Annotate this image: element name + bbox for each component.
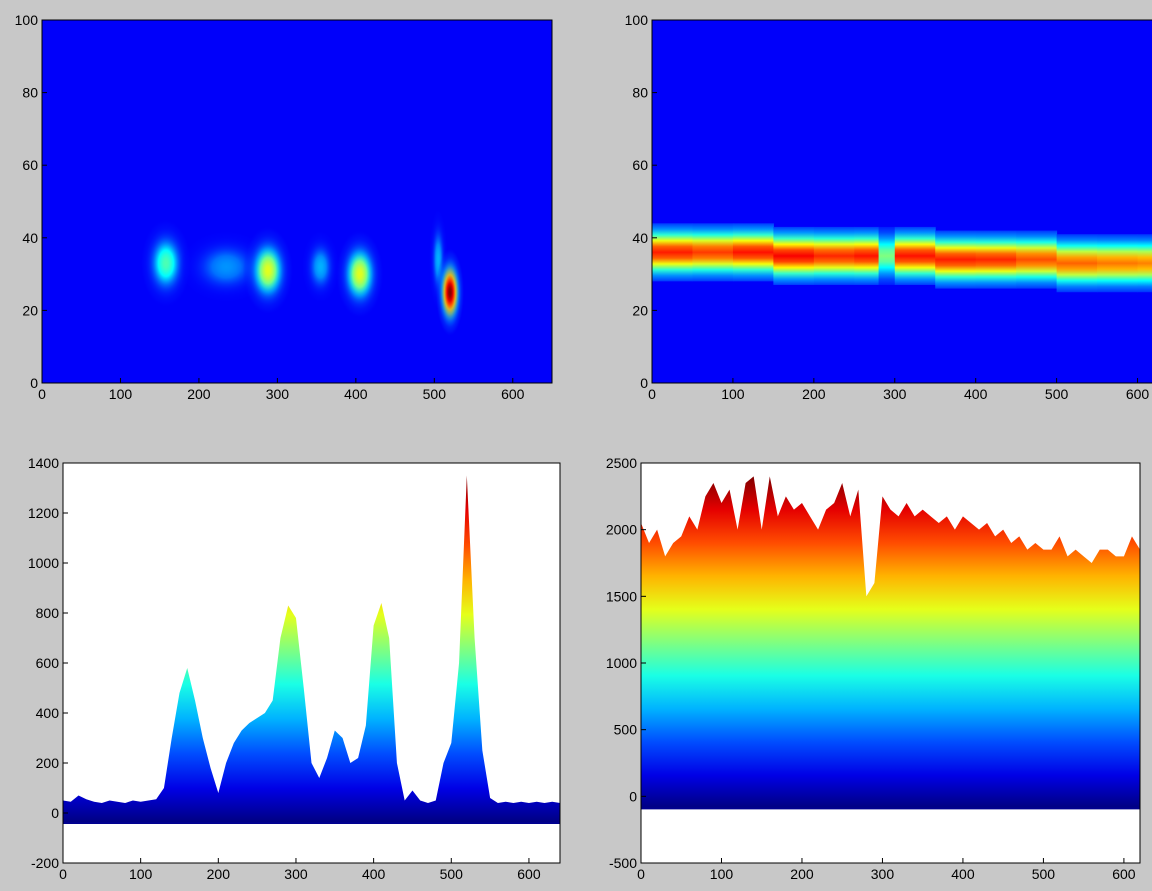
- x-tick-label: 400: [362, 866, 386, 882]
- y-tick-label: 0: [640, 375, 648, 391]
- y-tick-label: 60: [632, 157, 648, 173]
- y-tick-label: 400: [36, 705, 60, 721]
- plot-area: [42, 20, 552, 383]
- y-tick-label: -500: [609, 855, 637, 871]
- y-tick-label: 0: [51, 805, 59, 821]
- y-tick-label: -200: [31, 855, 59, 871]
- profile-area: [63, 475, 560, 823]
- x-tick-label: 600: [1126, 386, 1150, 402]
- band-segment: [1056, 234, 1098, 293]
- image-background: [652, 20, 1152, 383]
- y-tick-label: 2000: [606, 522, 637, 538]
- y-tick-label: 500: [614, 722, 638, 738]
- x-tick-label: 0: [648, 386, 656, 402]
- y-tick-label: 200: [36, 755, 60, 771]
- band-segment: [854, 226, 880, 285]
- y-tick-label: 100: [625, 12, 649, 28]
- axes-box: [651, 19, 1152, 384]
- band-segment: [813, 226, 855, 285]
- x-tick-label: 500: [1032, 866, 1056, 882]
- x-tick-label: 0: [38, 386, 46, 402]
- x-tick-label: 300: [883, 386, 907, 402]
- x-tick-label: 600: [517, 866, 541, 882]
- y-tick-label: 800: [36, 605, 60, 621]
- x-tick-label: 500: [1045, 386, 1069, 402]
- x-tick-label: 100: [129, 866, 153, 882]
- spot: [435, 248, 465, 336]
- plot-area: [63, 463, 560, 863]
- x-tick-label: 600: [501, 386, 525, 402]
- y-tick-label: 1000: [606, 655, 637, 671]
- band-segment: [894, 226, 936, 285]
- band-segment: [935, 230, 977, 289]
- band-segment: [1137, 234, 1152, 293]
- y-tick-label: 20: [22, 302, 38, 318]
- x-tick-label: 300: [284, 866, 308, 882]
- plot-area: [641, 463, 1140, 863]
- x-tick-label: 500: [440, 866, 464, 882]
- y-tick-label: 80: [22, 85, 38, 101]
- x-tick-label: 200: [187, 386, 211, 402]
- axes: 0 100 200 300 400 500 600 0 20 40 60 80 100: [15, 12, 553, 402]
- x-tick-label: 200: [802, 386, 826, 402]
- band-segment: [692, 223, 734, 282]
- axes: 0 100 200 300 400 500 600 0 20 40 60 80 100: [625, 12, 1152, 402]
- x-tick-label: 200: [207, 866, 231, 882]
- axes: 0 100 200 300 400 500 600-20002004006008001000…: [28, 455, 561, 882]
- x-tick-label: 500: [423, 386, 447, 402]
- x-tick-label: 100: [721, 386, 745, 402]
- spot: [301, 230, 340, 304]
- y-tick-label: 0: [30, 375, 38, 391]
- x-tick-label: 600: [1112, 866, 1136, 882]
- y-tick-label: 80: [632, 85, 648, 101]
- spot: [242, 226, 294, 315]
- image-background: [42, 20, 552, 383]
- y-tick-label: 40: [22, 230, 38, 246]
- x-tick-label: 200: [790, 866, 814, 882]
- y-tick-label: 60: [22, 157, 38, 173]
- profile-area: [641, 476, 1140, 809]
- band-segment: [1016, 230, 1058, 289]
- band-segment: [773, 226, 815, 285]
- x-tick-label: 400: [344, 386, 368, 402]
- x-tick-label: 0: [637, 866, 645, 882]
- y-tick-label: 20: [632, 302, 648, 318]
- x-tick-label: 100: [109, 386, 133, 402]
- y-tick-label: 0: [629, 788, 637, 804]
- spot: [140, 219, 192, 307]
- y-tick-label: 1400: [28, 455, 59, 471]
- y-tick-label: 2500: [606, 455, 637, 471]
- axes: 0 100 200 300 400 500 600-50005001000150020002…: [606, 455, 1141, 882]
- plot-area: [652, 20, 1152, 383]
- spot: [336, 230, 384, 318]
- x-tick-label: 300: [871, 866, 895, 882]
- band-segment: [1097, 234, 1139, 293]
- axes-box: [41, 19, 553, 384]
- x-tick-label: 100: [710, 866, 734, 882]
- band-segment: [732, 223, 774, 282]
- y-tick-label: 100: [15, 12, 39, 28]
- x-tick-label: 400: [964, 386, 988, 402]
- x-tick-label: 0: [59, 866, 67, 882]
- y-tick-label: 1500: [606, 588, 637, 604]
- y-tick-label: 40: [632, 230, 648, 246]
- band-segment: [878, 226, 896, 285]
- x-tick-label: 400: [951, 866, 975, 882]
- y-tick-label: 1000: [28, 555, 59, 571]
- x-tick-label: 300: [266, 386, 290, 402]
- y-tick-label: 1200: [28, 505, 59, 521]
- band-segment: [975, 230, 1017, 289]
- band-segment: [652, 223, 693, 282]
- y-tick-label: 600: [36, 655, 60, 671]
